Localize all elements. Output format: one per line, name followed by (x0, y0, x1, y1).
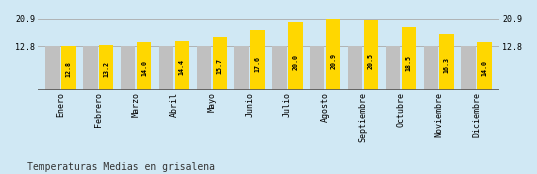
Text: 12.8: 12.8 (66, 61, 71, 77)
Text: 14.4: 14.4 (179, 60, 185, 76)
Text: 18.5: 18.5 (406, 55, 412, 71)
Text: 13.2: 13.2 (103, 61, 109, 77)
Text: 20.5: 20.5 (368, 53, 374, 69)
Text: 20.9: 20.9 (330, 53, 336, 69)
Bar (348, 46, 362, 90)
Bar (83, 46, 98, 90)
Bar (45, 46, 60, 90)
Bar (461, 46, 476, 90)
Text: 17.6: 17.6 (255, 56, 260, 72)
Bar (272, 46, 287, 90)
Text: 16.3: 16.3 (444, 57, 449, 73)
Bar (439, 34, 454, 90)
Bar (477, 42, 492, 90)
Bar (61, 46, 76, 90)
Bar (137, 42, 151, 90)
Text: 15.7: 15.7 (217, 58, 223, 74)
Bar (159, 46, 173, 90)
Bar (364, 20, 378, 90)
Text: 14.0: 14.0 (482, 60, 488, 76)
Bar (175, 41, 189, 90)
Bar (326, 19, 340, 90)
Bar (424, 46, 438, 90)
Bar (99, 45, 113, 90)
Bar (402, 27, 416, 90)
Bar (197, 46, 211, 90)
Bar (250, 30, 265, 90)
Bar (235, 46, 249, 90)
Bar (121, 46, 135, 90)
Bar (213, 37, 227, 90)
Bar (386, 46, 400, 90)
Text: 14.0: 14.0 (141, 60, 147, 76)
Bar (310, 46, 324, 90)
Text: Temperaturas Medias en grisalena: Temperaturas Medias en grisalena (27, 162, 215, 172)
Text: 20.0: 20.0 (292, 54, 299, 70)
Bar (288, 22, 302, 90)
